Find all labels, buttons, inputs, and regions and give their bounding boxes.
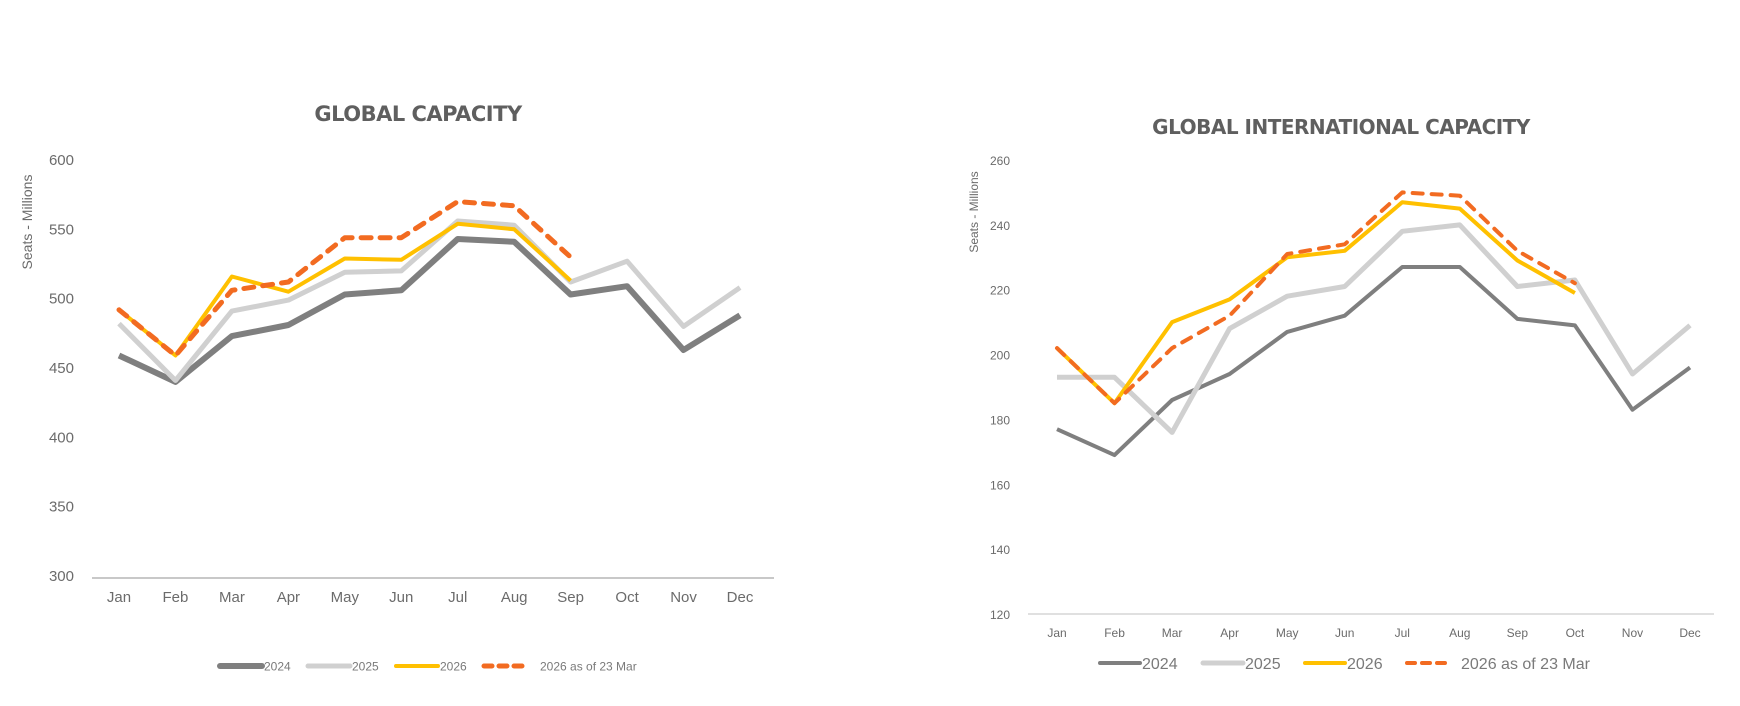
legend-label: 2024: [264, 659, 291, 673]
x-tick-label: Jan: [107, 589, 131, 606]
legend-label: 2025: [352, 659, 379, 673]
y-tick-label: 140: [990, 543, 1010, 557]
legend-item: 2026 as of 23 Mar: [481, 659, 637, 673]
y-tick-label: 400: [49, 429, 74, 446]
chart-title: GLOBAL INTERNATIONAL CAPACITY: [1152, 115, 1531, 139]
x-tick-label: Jan: [1047, 626, 1066, 640]
x-tick-label: Feb: [1104, 626, 1125, 640]
chart-title: GLOBAL CAPACITY: [314, 102, 523, 126]
legend-item: 2026: [394, 659, 467, 673]
x-tick-label: Nov: [670, 589, 697, 606]
series-line-2025: [117, 218, 742, 383]
y-tick-label: 350: [49, 499, 74, 516]
y-tick-label: 300: [49, 568, 74, 585]
x-tick-label: Jun: [1335, 626, 1354, 640]
legend-label: 2025: [1245, 656, 1281, 673]
series-line-2025: [1057, 222, 1692, 435]
legend-item: 2025: [305, 659, 379, 673]
y-tick-label: 160: [990, 478, 1010, 492]
x-tick-label: Dec: [1679, 626, 1700, 640]
x-tick-label: Sep: [1507, 626, 1529, 640]
y-tick-label: 550: [49, 221, 74, 238]
legend-label: 2026 as of 23 Mar: [1461, 656, 1591, 673]
x-tick-label: May: [1276, 626, 1299, 640]
x-tick-label: Oct: [1566, 626, 1585, 640]
y-tick-label: 240: [990, 219, 1010, 233]
x-tick-label: Jul: [448, 589, 467, 606]
legend-item: 2026 as of 23 Mar: [1405, 656, 1591, 673]
x-tick-label: Jul: [1395, 626, 1410, 640]
legend-label: 2026 as of 23 Mar: [540, 659, 637, 673]
legend-label: 2026: [1347, 656, 1383, 673]
x-tick-label: Apr: [277, 589, 300, 606]
x-tick-label: Sep: [557, 589, 584, 606]
y-tick-label: 260: [990, 154, 1010, 168]
x-tick-label: Feb: [163, 589, 189, 606]
x-tick-label: Aug: [501, 589, 528, 606]
x-tick-label: Dec: [727, 589, 754, 606]
chart-global-capacity-svg: GLOBAL CAPACITY Seats - Millions 300 350 4…: [19, 102, 774, 673]
y-tick-label: 450: [49, 360, 74, 377]
x-tick-label: Apr: [1220, 626, 1239, 640]
chart-global-international-capacity: GLOBAL INTERNATIONAL CAPACITY Seats - Mi…: [870, 0, 1740, 706]
series-line-2026-as-of-23-mar: [1055, 190, 1577, 406]
y-tick-label: 600: [49, 152, 74, 169]
y-tick-label: 500: [49, 291, 74, 308]
x-tick-label: Mar: [1162, 626, 1183, 640]
x-tick-label: Mar: [219, 589, 245, 606]
y-axis-label: Seats - Millions: [19, 175, 35, 270]
chart-global-international-capacity-svg: GLOBAL INTERNATIONAL CAPACITY Seats - Mi…: [967, 115, 1714, 673]
x-tick-label: Nov: [1622, 626, 1643, 640]
legend-label: 2026: [440, 659, 467, 673]
x-tick-label: Jun: [389, 589, 413, 606]
y-tick-label: 220: [990, 284, 1010, 298]
legend-item: 2024: [217, 659, 291, 673]
series-line-2026: [1055, 200, 1576, 406]
x-tick-label: May: [331, 589, 360, 606]
x-tick-label: Aug: [1449, 626, 1470, 640]
legend-item: 2025: [1200, 656, 1281, 673]
y-tick-label: 180: [990, 413, 1010, 427]
chart-global-capacity: GLOBAL CAPACITY Seats - Millions 300 350 4…: [19, 102, 774, 673]
legend-item: 2026: [1303, 656, 1383, 673]
series-line-2024: [117, 236, 742, 385]
x-tick-label: Oct: [615, 589, 639, 606]
series-line-2024: [1056, 265, 1692, 458]
y-axis-label: Seats - Millions: [967, 171, 981, 252]
y-tick-label: 200: [990, 349, 1010, 363]
legend-label: 2024: [1142, 656, 1178, 673]
legend-item: 2024: [1098, 656, 1178, 673]
y-tick-label: 120: [990, 608, 1010, 622]
